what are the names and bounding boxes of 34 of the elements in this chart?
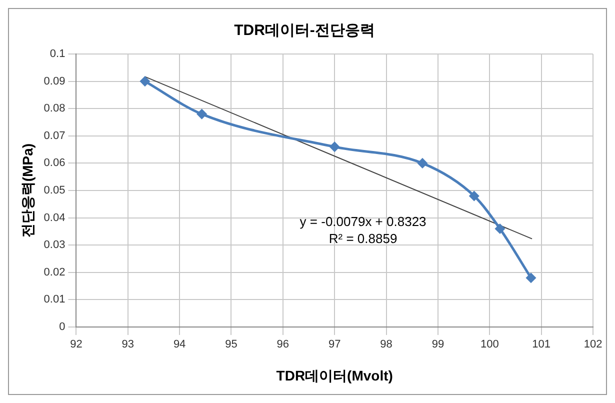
x-tick-label: 95 <box>225 338 238 351</box>
point <box>526 273 536 283</box>
x-tick-label: 101 <box>532 338 550 351</box>
y-tick-label: 0.06 <box>44 157 66 170</box>
point <box>469 191 479 201</box>
y-tick-label: 0.03 <box>44 239 66 252</box>
point <box>418 158 428 168</box>
x-axis-title: TDR데이터(Mvolt) <box>276 367 393 384</box>
y-tick-label: 0.08 <box>44 102 66 115</box>
annotation: y = -0.0079x + 0.8323 <box>300 214 426 229</box>
chart-title: TDR데이터-전단응력 <box>234 22 375 40</box>
x-tick-label: 98 <box>380 338 392 351</box>
x-tick-label: 93 <box>122 338 134 351</box>
annotation: R² = 0.8859 <box>328 230 398 246</box>
point <box>197 109 207 119</box>
x-tick-label: 92 <box>70 338 82 351</box>
point <box>495 224 505 234</box>
y-tick-label: 0.09 <box>44 75 66 88</box>
y-tick-label: 0 <box>59 321 66 334</box>
x-tick-label: 97 <box>328 338 341 351</box>
x-tick-label: 94 <box>173 338 186 351</box>
y-tick-label: 0.01 <box>44 294 66 306</box>
y-axis-title: 전단응력(MPa) <box>19 143 36 238</box>
point <box>140 76 150 86</box>
x-tick-label: 99 <box>432 338 444 351</box>
y-tick-label: 0.07 <box>44 130 66 142</box>
y-tick-label: 0.05 <box>44 184 66 197</box>
y-tick-label: 0.02 <box>44 266 66 278</box>
y-tick-label: 0.04 <box>44 212 66 224</box>
y-tick-label: 0.1 <box>50 48 66 60</box>
point <box>330 142 340 152</box>
x-tick-label: 100 <box>480 338 499 351</box>
x-tick-label: 96 <box>276 338 290 351</box>
x-tick-label: 102 <box>584 338 602 351</box>
